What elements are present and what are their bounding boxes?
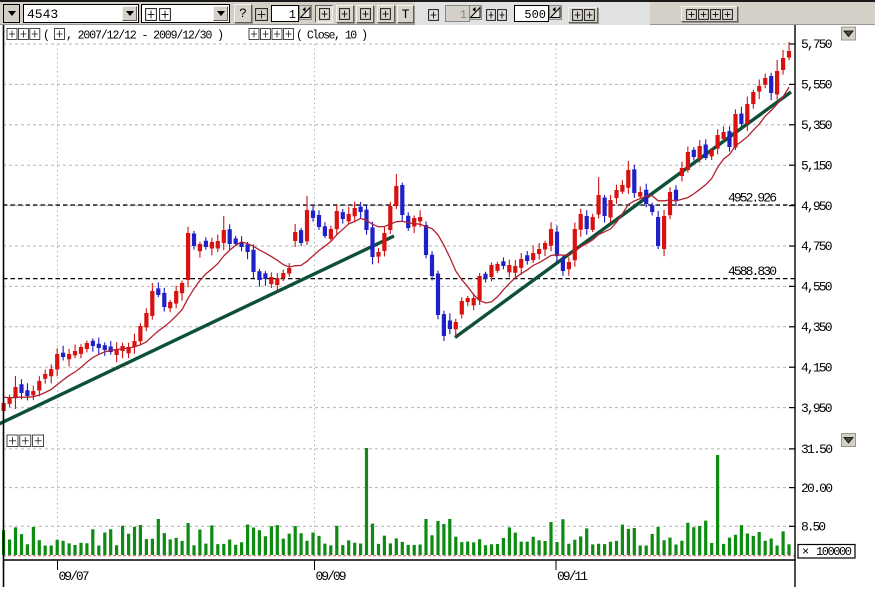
svg-text:5,550: 5,550: [801, 78, 833, 93]
svg-text:, 2007/12/12 - 2009/12/30 ): , 2007/12/12 - 2009/12/30 ): [66, 30, 224, 43]
svg-text:09/11: 09/11: [557, 569, 588, 584]
svg-text:5,350: 5,350: [801, 118, 833, 133]
svg-text:4,550: 4,550: [801, 280, 833, 295]
svg-text:4588.830: 4588.830: [728, 264, 777, 279]
svg-text:(: (: [43, 30, 50, 43]
svg-text:09/07: 09/07: [59, 569, 90, 584]
svg-text:4952.926: 4952.926: [728, 191, 777, 206]
svg-text:09/09: 09/09: [316, 569, 347, 584]
svg-text:4,150: 4,150: [801, 360, 833, 375]
svg-text:4,950: 4,950: [801, 199, 833, 214]
svg-text:5,750: 5,750: [801, 37, 833, 52]
svg-text:4,350: 4,350: [801, 320, 833, 335]
svg-text:100000: 100000: [816, 545, 852, 559]
svg-text:( Close, 10 ): ( Close, 10 ): [296, 30, 368, 43]
svg-text:3,950: 3,950: [801, 401, 833, 416]
svg-text:×: ×: [802, 545, 809, 559]
svg-text:8.50: 8.50: [801, 520, 826, 535]
svg-text:5,150: 5,150: [801, 158, 833, 173]
svg-text:4,750: 4,750: [801, 239, 833, 254]
svg-text:31.50: 31.50: [801, 442, 833, 457]
svg-text:20.00: 20.00: [801, 481, 833, 496]
